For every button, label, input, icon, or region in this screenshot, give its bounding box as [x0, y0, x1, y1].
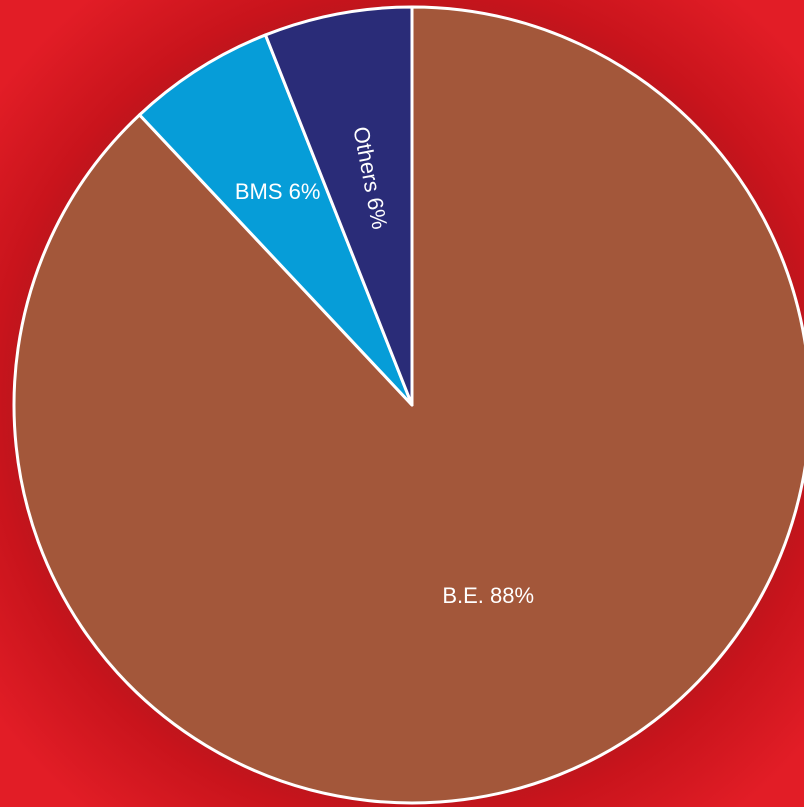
- pie-slice-b-e: [12, 5, 804, 805]
- slice-label-b-e: B.E. 88%: [442, 583, 534, 608]
- slice-label-bms: BMS 6%: [235, 179, 321, 204]
- pie-slice-bms: [138, 33, 414, 407]
- pie-slice-others: [263, 5, 414, 407]
- pie-slices: [12, 5, 804, 805]
